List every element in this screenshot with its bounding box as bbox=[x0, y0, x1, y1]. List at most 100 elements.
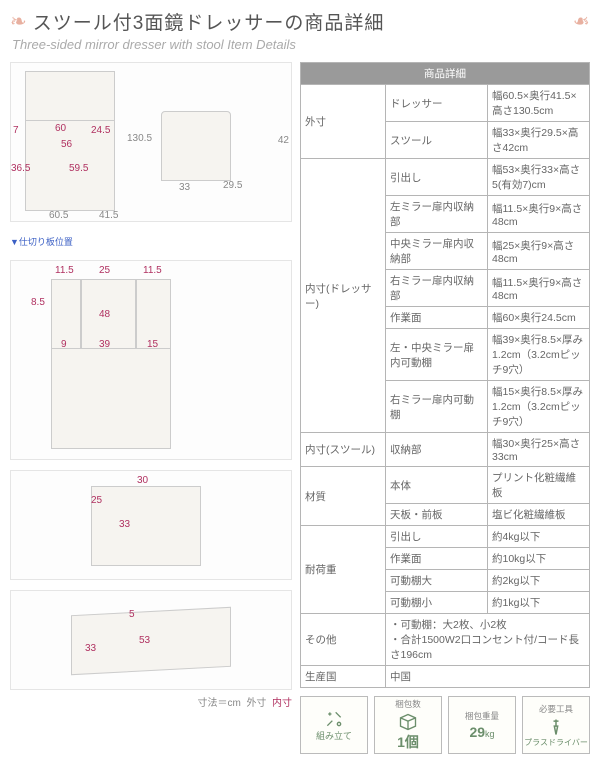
pack-weight-unit: kg bbox=[485, 729, 495, 739]
divider-label-row: ▼仕切り板位置 bbox=[10, 232, 292, 250]
dim: 33 bbox=[119, 519, 130, 530]
pack-count-value: 1個 bbox=[397, 732, 419, 752]
dim-outer: 60.5 bbox=[49, 210, 68, 221]
spec-name: 引出し bbox=[386, 159, 488, 196]
card-pack-count: 梱包数 1個 bbox=[374, 696, 442, 754]
dim: 25 bbox=[99, 265, 110, 276]
spec-group: 材質 bbox=[301, 467, 386, 526]
spec-name: 可動棚小 bbox=[386, 592, 488, 614]
divider-label: ▼仕切り板位置 bbox=[10, 237, 73, 247]
footer-cards: 組み立て 梱包数 1個 梱包重量 29kg 必要工具 プラスドライバー bbox=[300, 696, 590, 754]
dim-outer: 33 bbox=[179, 182, 190, 193]
spec-value: 幅33×奥行29.5×高さ42cm bbox=[488, 122, 590, 159]
spec-name: 収納部 bbox=[386, 433, 488, 467]
card-pack-weight: 梱包重量 29kg bbox=[448, 696, 516, 754]
pack-weight-label: 梱包重量 bbox=[465, 710, 499, 722]
diagram-column: 60 24.5 7 56 36.5 59.5 60.5 41.5 130.5 3… bbox=[10, 62, 292, 754]
dim: 5 bbox=[129, 609, 135, 620]
spec-value: 幅60.5×奥行41.5×高さ130.5cm bbox=[488, 85, 590, 122]
spec-value: 幅11.5×奥行9×高さ48cm bbox=[488, 270, 590, 307]
box-icon bbox=[397, 712, 419, 732]
spec-value: 幅30×奥行25×高さ33cm bbox=[488, 433, 590, 467]
tool-label: 必要工具 bbox=[539, 703, 573, 715]
spec-name: ドレッサー bbox=[386, 85, 488, 122]
dim: 9 bbox=[61, 339, 67, 350]
spec-value: 幅60×奥行24.5cm bbox=[488, 307, 590, 329]
dim-outer: 41.5 bbox=[99, 210, 118, 221]
stool-outline bbox=[161, 111, 231, 181]
spec-value: 幅25×奥行9×高さ48cm bbox=[488, 233, 590, 270]
dim: 8.5 bbox=[31, 297, 45, 308]
dim: 11.5 bbox=[143, 265, 162, 276]
tool-value: プラスドライバー bbox=[524, 737, 588, 748]
spec-column: 商品詳細 外寸ドレッサー幅60.5×奥行41.5×高さ130.5cmスツール幅3… bbox=[300, 62, 590, 754]
spec-value: プリント化粧繊維板 bbox=[488, 467, 590, 504]
spec-value: ・可動棚：大2枚、小2枚 ・合計1500W2口コンセント付/コード長さ196cm bbox=[386, 614, 590, 666]
spec-name: 中央ミラー扉内収納部 bbox=[386, 233, 488, 270]
leaf-icon: ❧ bbox=[390, 9, 590, 34]
spec-row: 内寸(スツール)収納部幅30×奥行25×高さ33cm bbox=[301, 433, 590, 467]
spec-name: 右ミラー扉内収納部 bbox=[386, 270, 488, 307]
card-tool: 必要工具 プラスドライバー bbox=[522, 696, 590, 754]
diagram-drawer: 53 33 5 bbox=[10, 590, 292, 690]
spec-name: 可動棚大 bbox=[386, 570, 488, 592]
page: ❧ スツール付3面鏡ドレッサーの商品詳細 ❧ Three-sided mirro… bbox=[0, 0, 600, 762]
storage-box bbox=[91, 486, 201, 566]
legend-outer: 外寸 bbox=[246, 698, 266, 709]
dim: 33 bbox=[85, 643, 96, 654]
legend-inner: 内寸 bbox=[272, 698, 292, 709]
spec-row: 材質本体プリント化粧繊維板 bbox=[301, 467, 590, 504]
dim-outer: 130.5 bbox=[127, 133, 152, 144]
spec-group: 外寸 bbox=[301, 85, 386, 159]
spec-name: 引出し bbox=[386, 526, 488, 548]
spec-name: 左ミラー扉内収納部 bbox=[386, 196, 488, 233]
spec-table: 商品詳細 外寸ドレッサー幅60.5×奥行41.5×高さ130.5cmスツール幅3… bbox=[300, 62, 590, 688]
spec-name: 右ミラー扉内可動棚 bbox=[386, 381, 488, 433]
spec-name: 作業面 bbox=[386, 548, 488, 570]
weight-row: 29kg bbox=[469, 724, 494, 740]
spec-header: 商品詳細 bbox=[301, 63, 590, 85]
spec-value: 塩ビ化粧繊維板 bbox=[488, 504, 590, 526]
dim: 36.5 bbox=[11, 163, 30, 174]
spec-row: 耐荷重引出し約4kg以下 bbox=[301, 526, 590, 548]
title-en: Three-sided mirror dresser with stool It… bbox=[12, 37, 590, 52]
dim: 25 bbox=[91, 495, 102, 506]
dim: 15 bbox=[147, 339, 158, 350]
spec-row: 生産国中国 bbox=[301, 666, 590, 688]
spec-group: 内寸(ドレッサー) bbox=[301, 159, 386, 433]
spec-name: 作業面 bbox=[386, 307, 488, 329]
spec-group: その他 bbox=[301, 614, 386, 666]
dim: 53 bbox=[139, 635, 150, 646]
dim: 59.5 bbox=[69, 163, 88, 174]
spec-row: 外寸ドレッサー幅60.5×奥行41.5×高さ130.5cm bbox=[301, 85, 590, 122]
mirror-outline bbox=[25, 71, 115, 121]
spec-row: 内寸(ドレッサー)引出し幅53×奥行33×高さ5(有効7)cm bbox=[301, 159, 590, 196]
spec-group: 内寸(スツール) bbox=[301, 433, 386, 467]
assembly-label: 組み立て bbox=[316, 729, 352, 742]
main-content: 60 24.5 7 56 36.5 59.5 60.5 41.5 130.5 3… bbox=[10, 62, 590, 754]
screwdriver-icon bbox=[545, 717, 567, 737]
spec-value: 約10kg以下 bbox=[488, 548, 590, 570]
spec-name: 本体 bbox=[386, 467, 488, 504]
dim-outer: 42 bbox=[278, 135, 289, 146]
dim: 48 bbox=[99, 309, 110, 320]
tools-icon bbox=[323, 709, 345, 729]
spec-value: 中国 bbox=[386, 666, 590, 688]
drawer-tray bbox=[71, 607, 231, 675]
title-row: ❧ スツール付3面鏡ドレッサーの商品詳細 ❧ bbox=[10, 8, 590, 35]
dim: 39 bbox=[99, 339, 110, 350]
spec-value: 幅53×奥行33×高さ5(有効7)cm bbox=[488, 159, 590, 196]
dim: 30 bbox=[137, 475, 148, 486]
card-assembly: 組み立て bbox=[300, 696, 368, 754]
title-jp: スツール付3面鏡ドレッサーの商品詳細 bbox=[33, 8, 385, 35]
spec-name: スツール bbox=[386, 122, 488, 159]
spec-group: 生産国 bbox=[301, 666, 386, 688]
dim: 24.5 bbox=[91, 125, 110, 136]
pack-weight-value: 29 bbox=[469, 724, 485, 740]
dim: 60 bbox=[55, 123, 66, 134]
spec-name: 天板・前板 bbox=[386, 504, 488, 526]
pack-count-label: 梱包数 bbox=[395, 698, 421, 710]
spec-row: その他・可動棚：大2枚、小2枚 ・合計1500W2口コンセント付/コード長さ19… bbox=[301, 614, 590, 666]
dim: 56 bbox=[61, 139, 72, 150]
spec-name: 左・中央ミラー扉内可動棚 bbox=[386, 329, 488, 381]
